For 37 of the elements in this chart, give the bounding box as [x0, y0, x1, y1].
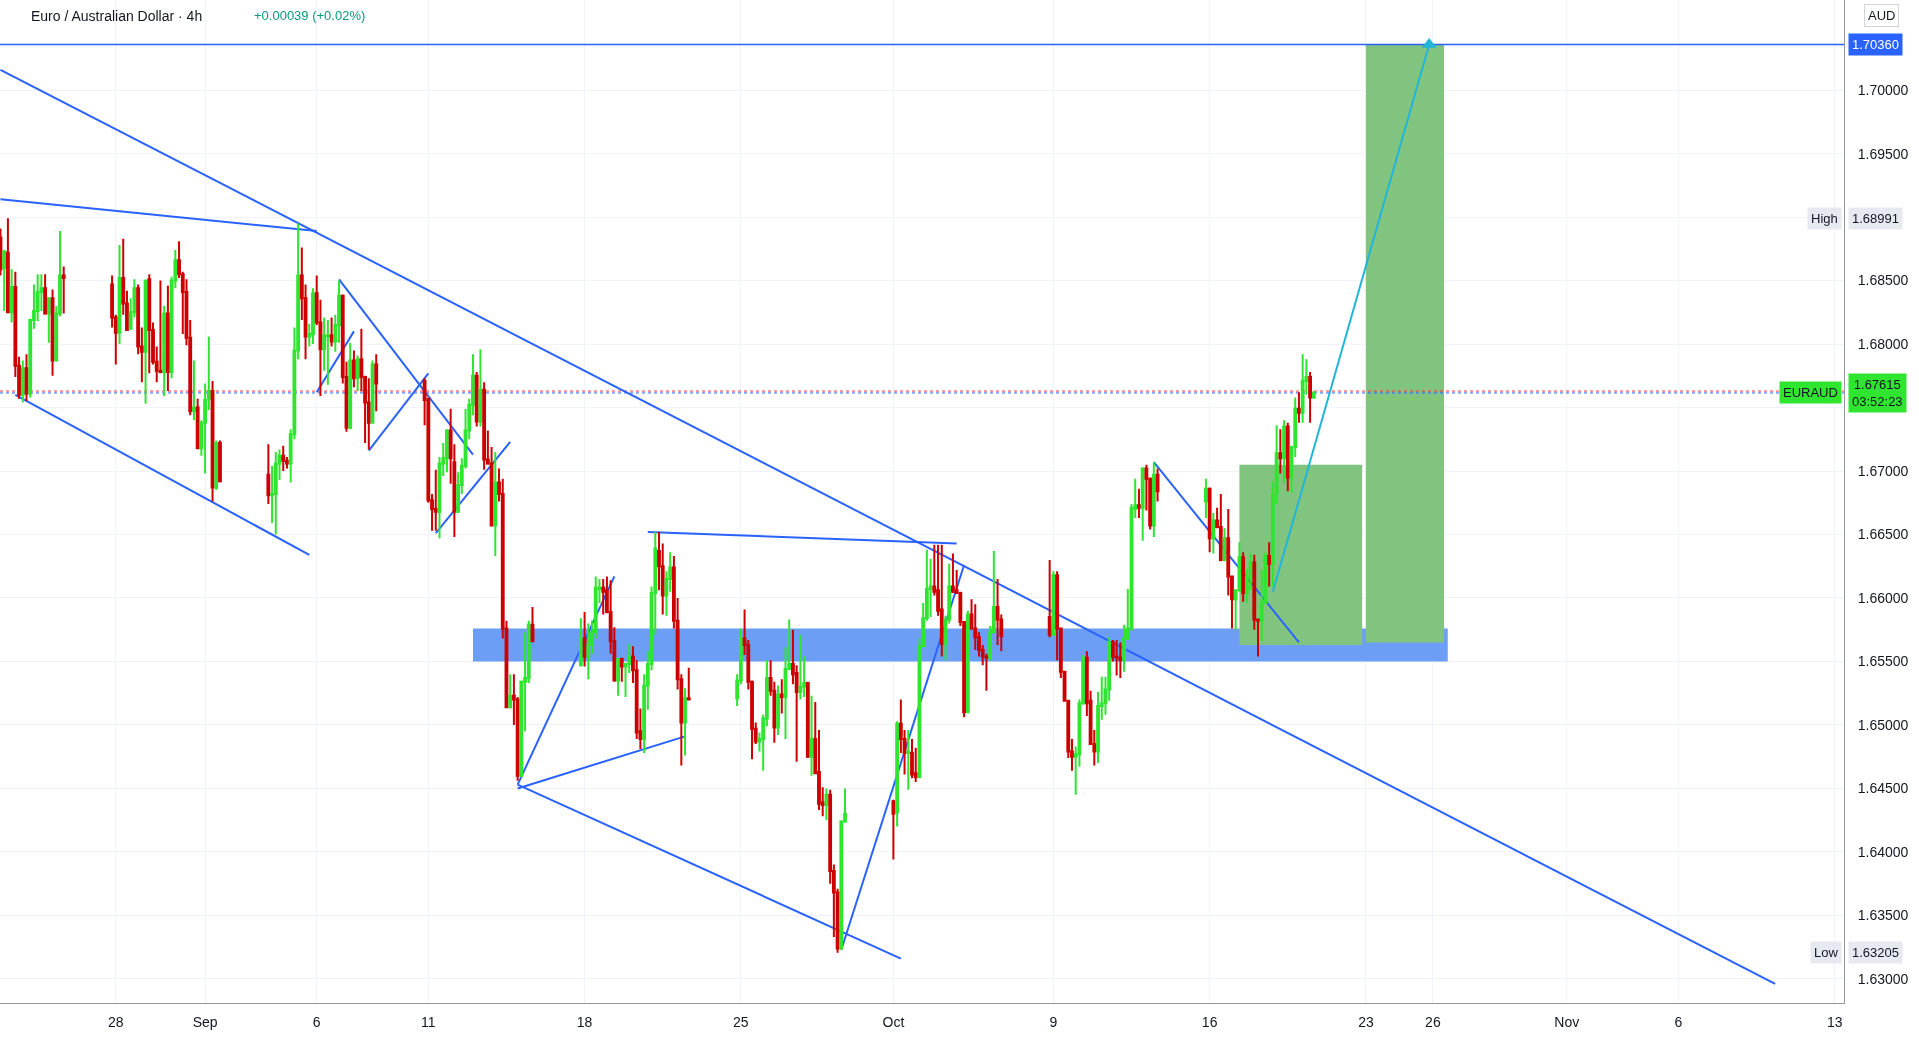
annotation: High — [1811, 211, 1838, 226]
x-tick-label: 6 — [312, 1013, 321, 1030]
x-tick-label: 23 — [1358, 1013, 1374, 1030]
y-tick-label: 1.68500 — [1857, 272, 1909, 289]
x-tick-label: 9 — [1049, 1013, 1058, 1030]
x-tick-label: 28 — [108, 1013, 124, 1030]
x-tick-label: Nov — [1554, 1013, 1580, 1030]
x-tick-label: 13 — [1826, 1013, 1843, 1030]
x-tick-label: 18 — [576, 1013, 593, 1030]
x-tick-label: 11 — [421, 1013, 436, 1030]
x-tick-label: 25 — [733, 1013, 749, 1030]
x-tick-label: Oct — [882, 1013, 905, 1030]
y-tick-label: 1.64500 — [1857, 780, 1909, 797]
x-tick-label: Sep — [192, 1013, 218, 1030]
ref-line-label: EURAUD — [1783, 385, 1838, 400]
y-axis-title: AUD — [1868, 8, 1896, 23]
x-tick-label: 26 — [1425, 1013, 1441, 1030]
y-tick-label: 1.66000 — [1857, 589, 1909, 606]
text: +0.00039 (+0.02%) — [254, 8, 366, 23]
x-tick-label: 6 — [1674, 1013, 1683, 1030]
y-tick-label: 1.64000 — [1857, 843, 1909, 860]
y-tick-label: 1.66500 — [1857, 526, 1909, 543]
y-tick-label: 1.70000 — [1857, 82, 1909, 99]
y-tick-label: 1.69500 — [1857, 145, 1909, 162]
y-tick-label: 1.63500 — [1857, 907, 1909, 924]
y-tick-label: 1.65000 — [1857, 716, 1909, 733]
y-tick-label: 1.65500 — [1857, 653, 1909, 670]
y-tick-label: 1.68000 — [1857, 335, 1909, 352]
y-tick-label: 1.67000 — [1857, 462, 1909, 479]
text: Euro / Australian Dollar · 4h — [31, 7, 203, 24]
annotation: Low — [1814, 945, 1839, 960]
text: 1.63205 — [1852, 945, 1899, 960]
ref-line-label: 1.70360 — [1852, 37, 1899, 52]
text: 1.67615 03:52:23 — [1852, 377, 1903, 409]
text: 1.68991 — [1852, 211, 1899, 226]
y-tick-label: 1.63000 — [1857, 970, 1909, 987]
x-tick-label: 16 — [1201, 1013, 1218, 1030]
